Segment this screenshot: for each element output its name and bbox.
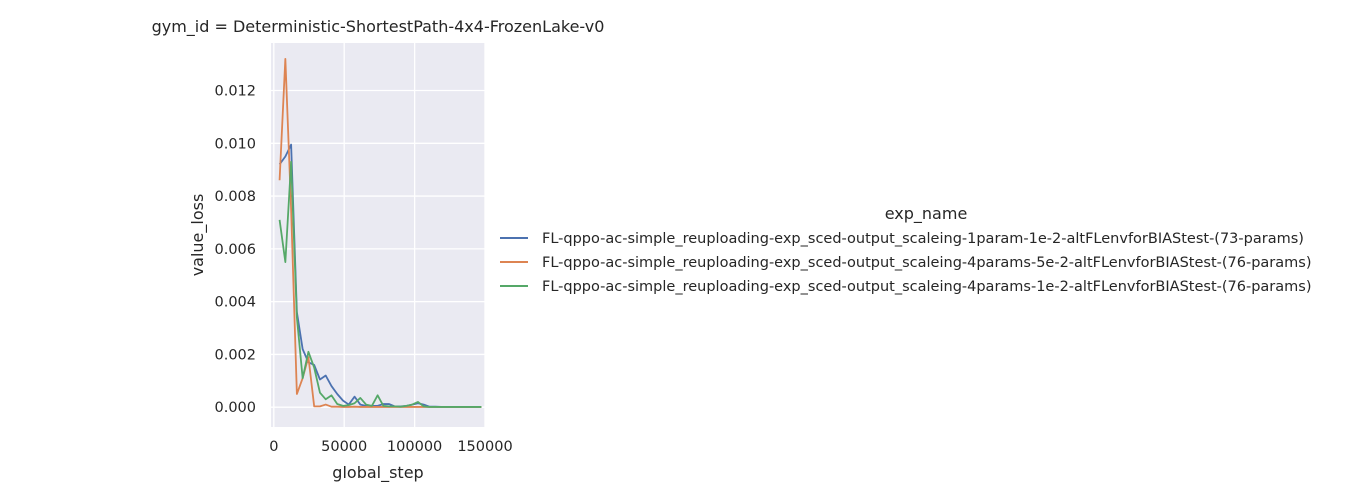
x-tick-label: 50000: [321, 439, 367, 455]
y-tick-label: 0.000: [214, 400, 256, 416]
legend-label-3: FL-qppo-ac-simple_reuploading-exp_sced-o…: [542, 279, 1311, 295]
x-tick-label: 150000: [457, 439, 512, 455]
y-tick-labels: 0.000 0.002 0.004 0.006 0.008 0.010 0.012: [214, 84, 256, 417]
legend-label-2: FL-qppo-ac-simple_reuploading-exp_sced-o…: [542, 255, 1311, 271]
plot-area: [271, 43, 485, 427]
y-axis-label: value_loss: [188, 194, 208, 277]
legend: FL-qppo-ac-simple_reuploading-exp_sced-o…: [500, 231, 1311, 295]
series-lines: [278, 57, 482, 408]
chart-title: gym_id = Deterministic-ShortestPath-4x4-…: [152, 17, 605, 37]
y-tick-label: 0.008: [214, 189, 256, 205]
legend-label-1: FL-qppo-ac-simple_reuploading-exp_sced-o…: [542, 231, 1304, 247]
x-axis-label: global_step: [332, 463, 423, 483]
x-tick-label: 0: [269, 439, 278, 455]
x-tick-labels: 0 50000 100000 150000: [269, 439, 512, 455]
y-tick-label: 0.006: [214, 242, 256, 258]
y-tick-label: 0.010: [214, 136, 256, 152]
y-tick-label: 0.004: [214, 295, 256, 311]
x-tick-label: 100000: [387, 439, 442, 455]
y-tick-label: 0.002: [214, 347, 256, 363]
series-line-3: [278, 160, 482, 408]
y-tick-label: 0.012: [214, 84, 256, 100]
legend-title: exp_name: [885, 204, 968, 224]
